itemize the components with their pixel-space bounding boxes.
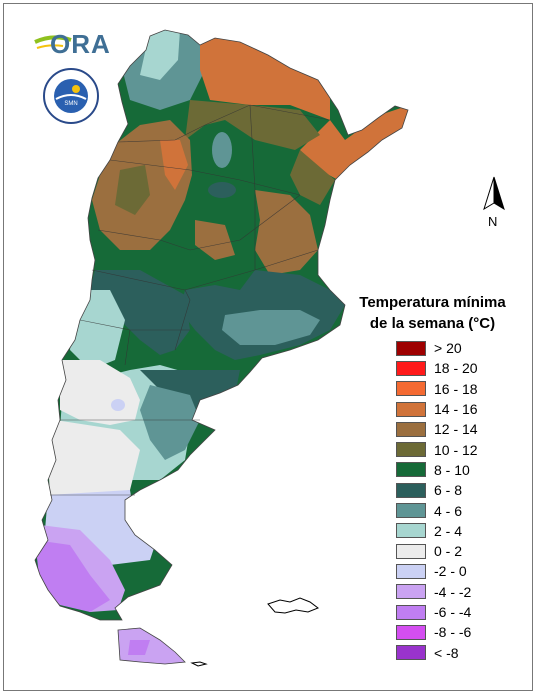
region-entrerios-12-14 (255, 190, 318, 275)
legend-label: -4 - -2 (434, 583, 472, 600)
legend-label: 18 - 20 (434, 360, 478, 377)
legend-swatch (396, 442, 426, 458)
legend: > 20 18 - 20 16 - 18 14 - 16 12 - 14 10 - 12 8… (396, 338, 526, 663)
legend-item: 16 - 18 (396, 379, 526, 399)
legend-swatch (396, 503, 426, 519)
legend-swatch (396, 563, 426, 579)
province-borders (50, 104, 331, 496)
ora-logo (34, 35, 72, 49)
region-cordoba-12-14 (195, 220, 235, 260)
legend-item: 0 - 2 (396, 541, 526, 561)
region-neuquen-6-8 (90, 270, 190, 355)
region-santacruz-0-2 (48, 420, 140, 500)
legend-swatch (396, 604, 426, 620)
isla-estados (190, 661, 208, 667)
smn-seal-icon: SMN (43, 68, 99, 124)
legend-swatch (396, 523, 426, 539)
legend-label: < -8 (434, 644, 459, 661)
region-chaco-10-12 (185, 100, 320, 150)
region-tdf-minus4-minus2 (110, 625, 190, 664)
region-bsas-4-6 (222, 310, 320, 345)
legend-label: 4 - 6 (434, 502, 463, 519)
cool-spot-north (212, 132, 232, 168)
legend-swatch (396, 401, 426, 417)
legend-title: Temperatura mínima de la semana (°C) (340, 292, 525, 334)
north-arrow-icon (483, 176, 505, 211)
legend-item: 4 - 6 (396, 500, 526, 520)
legend-swatch (396, 645, 426, 661)
legend-swatch (396, 381, 426, 397)
region-tdf-minus6-minus4 (128, 640, 150, 655)
legend-label: 12 - 14 (434, 421, 478, 438)
legend-label: > 20 (434, 340, 462, 357)
legend-title-line2: de la semana (°C) (369, 315, 496, 332)
legend-label: 14 - 16 (434, 401, 478, 418)
legend-item: < -8 (396, 642, 526, 662)
legend-label: -2 - 0 (434, 563, 467, 580)
legend-swatch (396, 360, 426, 376)
legend-label: 8 - 10 (434, 461, 470, 478)
legend-item: 6 - 8 (396, 480, 526, 500)
region-tip-minus6-minus4 (35, 540, 110, 612)
malvinas-islands (267, 597, 320, 614)
legend-item: -6 - -4 (396, 602, 526, 622)
legend-item: > 20 (396, 338, 526, 358)
legend-label: 10 - 12 (434, 441, 478, 458)
legend-swatch (396, 421, 426, 437)
legend-swatch (396, 482, 426, 498)
legend-swatch (396, 624, 426, 640)
region-rionegro-6-8 (140, 370, 240, 410)
legend-item: 8 - 10 (396, 460, 526, 480)
legend-swatch (396, 584, 426, 600)
legend-label: -6 - -4 (434, 604, 472, 620)
map-frame (3, 3, 533, 691)
legend-swatch (396, 462, 426, 478)
cold-spot (111, 399, 125, 411)
legend-label: -8 - -6 (434, 624, 472, 641)
legend-item: 2 - 4 (396, 521, 526, 541)
legend-label: 2 - 4 (434, 522, 463, 539)
region-nw-2-4 (140, 30, 180, 80)
region-coast-4-6 (140, 385, 200, 460)
legend-label: 16 - 18 (434, 380, 478, 397)
legend-item: 12 - 14 (396, 419, 526, 439)
region-ne-10-12 (290, 150, 335, 205)
legend-title-line1: Temperatura mínima (359, 294, 506, 311)
legend-item: 14 - 16 (396, 399, 526, 419)
region-catamarca-14-16 (160, 140, 188, 190)
legend-item: -2 - 0 (396, 561, 526, 581)
legend-item: 10 - 12 (396, 439, 526, 459)
region-north-14-16 (200, 30, 330, 120)
region-misiones-14-16 (300, 105, 408, 180)
legend-swatch (396, 340, 426, 356)
legend-swatch (396, 543, 426, 559)
country-outline (34, 29, 409, 665)
legend-label: 0 - 2 (434, 543, 463, 560)
legend-label: 6 - 8 (434, 482, 463, 499)
svg-text:SMN: SMN (64, 101, 77, 107)
legend-item: 18 - 20 (396, 358, 526, 378)
ora-logo-text: ORA (50, 29, 111, 59)
legend-item: -4 - -2 (396, 582, 526, 602)
islands (190, 597, 320, 667)
region-sanjuan-10-12 (115, 165, 150, 215)
cool-spot-center (208, 182, 236, 198)
legend-item: -8 - -6 (396, 622, 526, 642)
north-label: N (488, 214, 498, 229)
